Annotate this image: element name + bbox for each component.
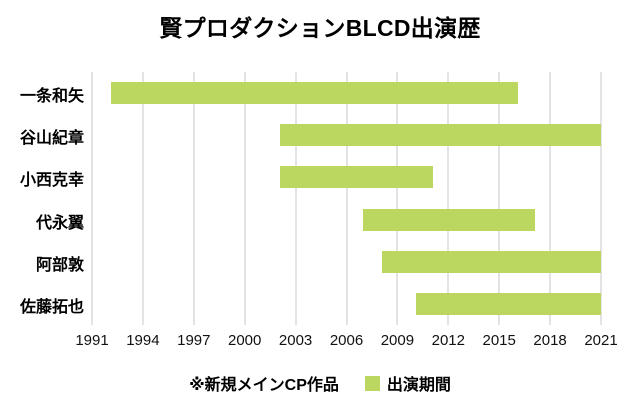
- x-axis-label: 1991: [75, 332, 109, 349]
- x-axis-label: 2021: [584, 332, 618, 349]
- y-axis-label: 谷山紀章: [19, 130, 84, 148]
- gridline-2021: [600, 72, 602, 325]
- gridline-2003: [294, 72, 297, 325]
- gridline-2018: [549, 72, 552, 325]
- gridline-2009: [396, 72, 399, 325]
- bar-segment[interactable]: [363, 208, 535, 231]
- x-axis-tick-labels: 1991 1994 1997 2000 2003 2006 2009 2012 2015 2018…: [75, 332, 617, 356]
- x-axis-label: 1994: [126, 332, 160, 349]
- x-axis-label: 2006: [329, 332, 364, 349]
- legend-item: ※新規メインCP作品: [189, 371, 339, 395]
- gridline-1997: [192, 72, 195, 325]
- gridline-1994: [141, 72, 144, 325]
- y-axis-label: 小西克幸: [19, 172, 84, 190]
- legend-swatch-icon: [364, 375, 380, 391]
- bar-row: [92, 72, 601, 114]
- bar-segment[interactable]: [280, 124, 601, 147]
- x-axis-label: 1997: [177, 332, 211, 349]
- bar-row: [92, 283, 601, 325]
- x-axis-label: 2012: [431, 332, 465, 349]
- bar-segment[interactable]: [382, 250, 601, 273]
- gridline-2006: [345, 72, 348, 325]
- y-axis-label: 佐藤拓也: [19, 298, 84, 316]
- bar-row: [92, 156, 601, 198]
- y-axis-category-labels: 一条和矢谷山紀章小西克幸代永翼阿部敦佐藤拓也: [0, 72, 84, 325]
- y-axis-label: 代永翼: [35, 214, 84, 232]
- legend-label: 出演期間: [386, 377, 451, 394]
- gridline-1991: [91, 72, 93, 325]
- bar-segment[interactable]: [280, 166, 434, 189]
- y-axis-label: 一条和矢: [19, 88, 84, 106]
- gridline-2015: [498, 72, 501, 325]
- chart-legend: ※新規メインCP作品 出演期間: [0, 370, 640, 396]
- legend-label: ※新規メインCP作品: [189, 377, 339, 394]
- gridline-2012: [447, 72, 450, 325]
- bar-row: [92, 241, 601, 283]
- bar-row: [92, 199, 601, 241]
- bar-row: [92, 114, 601, 156]
- legend-item: 出演期間: [364, 371, 451, 395]
- bar-segment[interactable]: [416, 292, 601, 315]
- x-axis-label: 2018: [533, 332, 567, 349]
- gridline-2000: [243, 72, 246, 325]
- bar-segment[interactable]: [110, 82, 518, 104]
- plot-area: [91, 72, 602, 325]
- x-axis-label: 2003: [278, 332, 313, 349]
- x-axis-label: 2000: [228, 332, 262, 349]
- x-axis-label: 2015: [482, 332, 516, 349]
- chart-title: 賢プロダクションBLCD出演歴: [159, 15, 481, 41]
- x-axis-label: 2009: [380, 332, 415, 349]
- y-axis-label: 阿部敦: [35, 256, 84, 274]
